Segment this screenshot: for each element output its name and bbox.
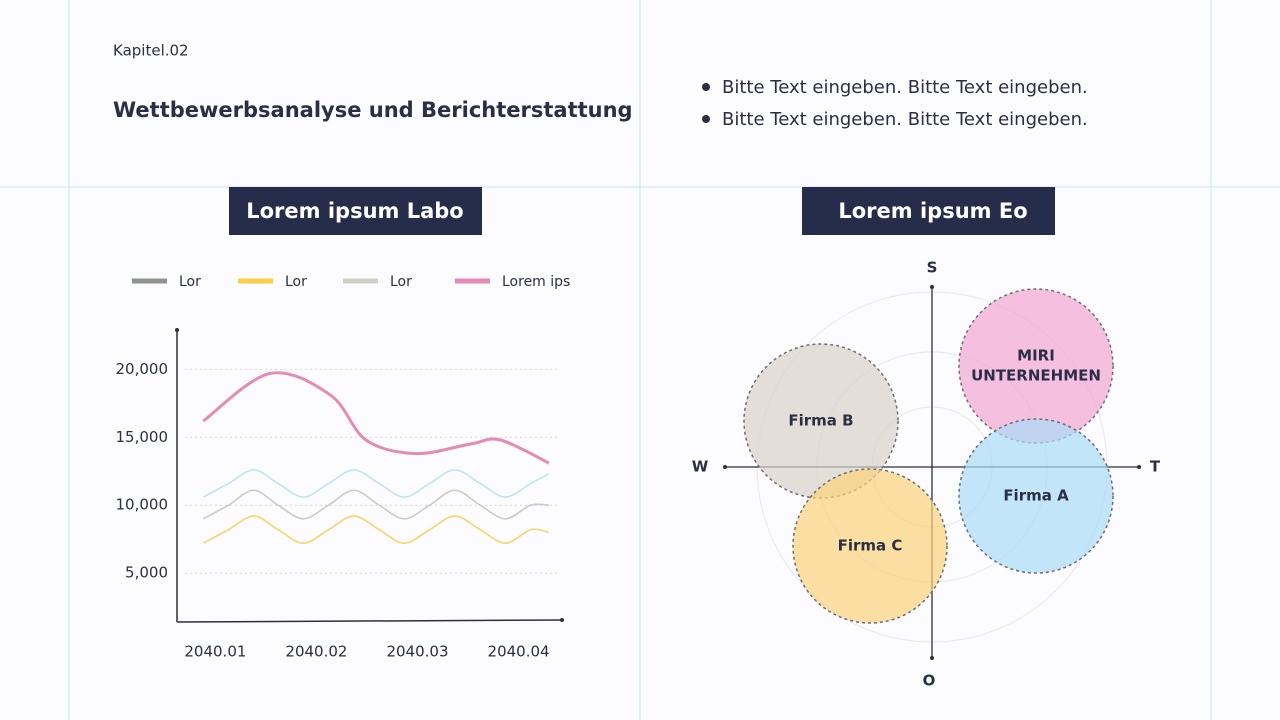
bullet: Bitte Text eingeben. Bitte Text eingeben… <box>722 77 1088 98</box>
axis-end <box>1137 465 1141 469</box>
y-tick-label: 20,000 <box>116 360 169 378</box>
circle-label: Firma A <box>1003 487 1069 505</box>
diagram-title: Lorem ipsum Eo <box>838 199 1027 223</box>
y-tick-label: 5,000 <box>125 564 168 582</box>
axis-label: W <box>692 458 709 476</box>
axis-label: O <box>923 672 936 690</box>
axis-label: S <box>927 259 938 277</box>
diagram-circle <box>792 468 948 624</box>
axis-end <box>930 285 934 289</box>
title-box <box>802 187 1055 235</box>
chapter: Kapitel.02 <box>113 42 189 60</box>
bullet-dot <box>702 115 710 123</box>
axis-end <box>930 656 934 660</box>
y-tick-label: 15,000 <box>116 428 169 446</box>
circle-label: Firma B <box>788 412 853 430</box>
x-tick-label: 2040.02 <box>285 643 347 661</box>
circle-label: Firma C <box>838 537 903 555</box>
x-tick-label: 2040.01 <box>184 643 246 661</box>
bullet-dot <box>702 83 710 91</box>
diagram-circle <box>958 418 1114 574</box>
chart-title: Lorem ipsum Labo <box>246 199 464 223</box>
bullet: Bitte Text eingeben. Bitte Text eingeben… <box>722 109 1088 130</box>
title-box <box>229 187 482 235</box>
line <box>202 515 550 545</box>
x-tick-label: 2040.04 <box>488 643 550 661</box>
axis-end <box>560 618 564 622</box>
legend-label: Lor <box>179 274 201 290</box>
legend-label: Lor <box>390 274 412 290</box>
y-tick-label: 10,000 <box>116 496 169 514</box>
circle-label: UNTERNEHMEN <box>971 367 1101 385</box>
x-axis <box>176 619 563 623</box>
line <box>202 489 549 520</box>
legend-label: Lor <box>285 274 307 290</box>
line <box>202 469 550 498</box>
line <box>202 371 550 465</box>
axis-label: T <box>1150 458 1161 476</box>
legend-label: Lorem ips <box>502 274 570 290</box>
axis-end <box>723 465 727 469</box>
title: Wettbewerbsanalyse und Berichterstattung <box>113 98 633 122</box>
circle-label: MIRI <box>1017 347 1055 365</box>
x-tick-label: 2040.03 <box>386 643 448 661</box>
axis-end <box>175 328 179 332</box>
